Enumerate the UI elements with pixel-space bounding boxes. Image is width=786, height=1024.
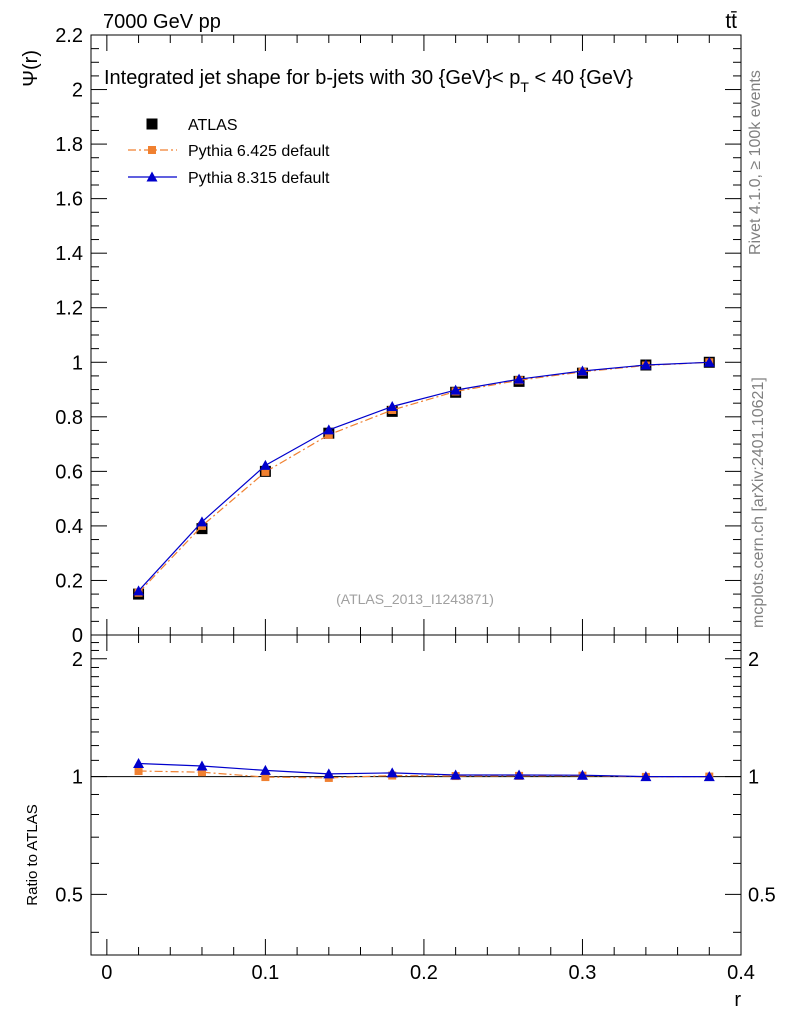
main-ytick-label: 2.2: [55, 25, 83, 47]
main-ytick-label: 1.8: [55, 134, 83, 156]
analysis-watermark: (ATLAS_2013_I1243871): [336, 591, 494, 607]
legend-marker: [146, 171, 158, 182]
main-series: [133, 356, 715, 600]
pythia6-point: [261, 467, 270, 476]
plot-title: Integrated jet shape for b-jets with 30 …: [104, 67, 633, 95]
pythia8-point: [323, 424, 335, 435]
ratio-ticks: [91, 635, 742, 955]
pythia8-point: [576, 365, 588, 376]
main-ytick-label: 2: [72, 80, 83, 102]
plot-title-suffix: < 40 {GeV}: [529, 67, 633, 89]
pythia6-ratio-point: [197, 768, 206, 777]
pythia6-point: [324, 430, 333, 439]
ratio-ytick-label-right: 2: [748, 649, 759, 671]
plot-title-prefix: Integrated jet shape for b-jets with 30 …: [104, 67, 520, 89]
main-ticks: [91, 34, 742, 636]
process-label: tt̄: [725, 10, 737, 33]
ratio-ytick-label: 0.5: [55, 884, 83, 906]
main-ytick-label: 0.8: [55, 407, 83, 429]
legend-marker: [148, 146, 156, 154]
pythia8-ratio-point: [323, 768, 335, 779]
pythia8-ratio-point: [133, 757, 145, 768]
ratio-ylabel: Ratio to ATLAS: [24, 804, 41, 905]
ratio-series: [133, 757, 715, 782]
main-ytick-labels: 0 0.2 0.4 0.6 0.8 1 1.2 1.4 1.6 1.8 2 2.2: [55, 25, 83, 647]
pythia8-ratio-point: [386, 767, 398, 778]
main-ytick-label: 1: [72, 352, 83, 374]
pythia8-ratio-point: [640, 771, 652, 782]
pythia8-ratio-point: [196, 760, 208, 771]
main-ytick-label: 0: [72, 625, 83, 647]
pythia6-ratio-point: [261, 773, 270, 782]
pythia8-point: [133, 585, 145, 596]
main-ylabel: Ψ(r): [20, 50, 42, 87]
ratio-ytick-labels: 0.5 0.5 1 1 2 2: [55, 649, 776, 907]
pythia8-point: [513, 373, 525, 384]
main-ytick-label: 0.2: [55, 570, 83, 592]
ratio-xtick-label: 0.1: [251, 962, 279, 984]
legend-label: ATLAS: [188, 117, 238, 134]
ratio-ytick-label-right: 0.5: [748, 884, 776, 906]
pythia8-point: [640, 359, 652, 370]
ratio-frame: [90, 634, 742, 956]
main-panel: 0 0.2 0.4 0.6 0.8 1 1.2 1.4 1.6 1.8 2 2.2 (ATLAS_20…: [20, 25, 742, 647]
pythia8-ratio-point: [576, 769, 588, 780]
ratio-ytick-label: 1: [72, 767, 83, 789]
pythia8-ratio-point: [513, 769, 525, 780]
ratio-xtick-label: 0.4: [727, 962, 755, 984]
ratio-ytick-label-right: 1: [748, 767, 759, 789]
main-ytick-label: 0.6: [55, 461, 83, 483]
ratio-xlabel: r: [734, 989, 741, 1011]
main-ytick-label: 1.4: [55, 243, 83, 265]
ratio-xtick-labels: 0 0.1 0.2 0.3 0.4: [101, 962, 755, 984]
ratio-xtick-label: 0.2: [410, 962, 438, 984]
legend: ATLAS Pythia 6.425 default Pythia 8.315 de…: [128, 117, 330, 187]
plot-title-subscript: T: [520, 79, 529, 95]
pythia8-point: [450, 384, 462, 395]
pythia6-line: [138, 361, 710, 594]
pythia8-point: [703, 356, 715, 367]
pythia8-ratio-point: [450, 769, 462, 780]
pythia8-line: [138, 361, 710, 592]
energy-label: 7000 GeV pp: [103, 11, 221, 33]
ratio-ytick-label: 2: [72, 649, 83, 671]
legend-marker: [146, 118, 158, 130]
pythia8-ratio-point: [259, 764, 271, 775]
legend-label: Pythia 6.425 default: [188, 143, 330, 160]
pythia8-point: [196, 516, 208, 527]
ratio-xtick-label: 0: [101, 962, 112, 984]
mcplots-label: mcplots.cern.ch [arXiv:2401.10621]: [750, 377, 767, 628]
main-ytick-label: 1.2: [55, 298, 83, 320]
ratio-panel: 0.5 0.51 12 2 0 0.1 0.2 0.3 0.4 Ratio to ATLAS …: [24, 634, 776, 1011]
main-ytick-label: 0.4: [55, 516, 83, 538]
rivet-version-label: Rivet 4.1.0, ≥ 100k events: [747, 70, 764, 255]
main-ytick-label: 1.6: [55, 189, 83, 211]
pythia8-point: [259, 459, 271, 470]
pythia6-ratio-point: [134, 767, 143, 776]
pythia8-ratio-point: [703, 771, 715, 782]
ratio-xtick-label: 0.3: [569, 962, 597, 984]
legend-label: Pythia 8.315 default: [188, 170, 330, 187]
pythia8-ratio-line: [138, 762, 710, 778]
pythia8-point: [386, 400, 398, 411]
